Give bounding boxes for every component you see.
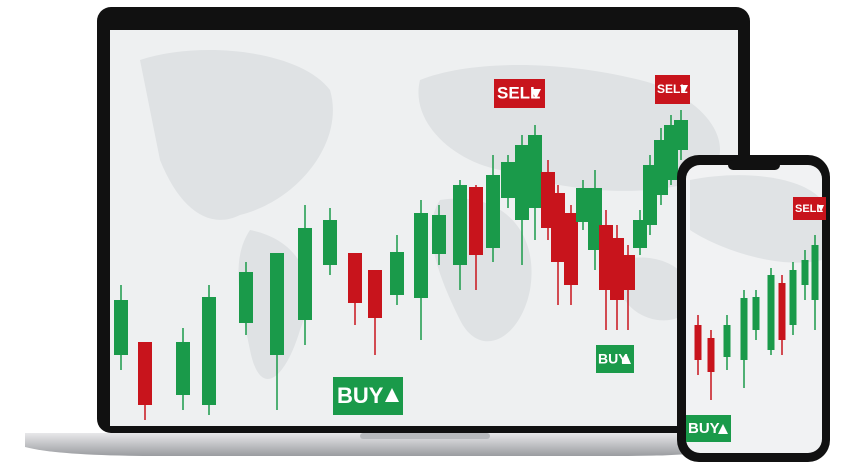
- candle-body: [588, 188, 602, 250]
- candle-body: [633, 220, 647, 248]
- candle-body: [469, 187, 483, 255]
- candle-body: [801, 260, 809, 285]
- candle-body: [528, 135, 542, 208]
- buy-label: BUY: [688, 420, 720, 437]
- candle-body: [767, 275, 775, 350]
- candle-body: [551, 193, 565, 262]
- laptop-base: [25, 433, 760, 456]
- buy-label: BUY: [337, 383, 384, 408]
- candle-body: [432, 215, 446, 254]
- world-map: [690, 175, 822, 263]
- candle-body: [789, 270, 797, 325]
- candle-body: [564, 213, 578, 285]
- candle-body: [610, 238, 624, 300]
- candle-body: [576, 188, 590, 222]
- candle-body: [752, 297, 760, 330]
- candle-body: [515, 145, 529, 220]
- candle-body: [176, 342, 190, 395]
- candle-body: [239, 272, 253, 323]
- candle-body: [740, 298, 748, 360]
- sell-label: SELL: [657, 82, 688, 96]
- sell-label: SELL: [795, 203, 823, 215]
- candle-body: [114, 300, 128, 355]
- candle-body: [323, 220, 337, 265]
- candle-body: [811, 245, 819, 300]
- candle-body: [368, 270, 382, 318]
- candle-body: [723, 325, 731, 357]
- down-arrow: [818, 205, 824, 212]
- candle-body: [486, 175, 500, 248]
- candle-body: [202, 297, 216, 405]
- up-arrow: [718, 424, 728, 434]
- down-arrow: [680, 85, 688, 93]
- laptop-notch: [360, 433, 490, 439]
- candle-body: [348, 253, 362, 303]
- up-arrow: [622, 354, 631, 364]
- candle-body: [694, 325, 702, 360]
- candle-body: [674, 120, 688, 150]
- candle-body: [298, 228, 312, 320]
- candle-body: [453, 185, 467, 265]
- sell-badge: [793, 197, 826, 220]
- candle-body: [707, 338, 715, 372]
- down-arrow: [531, 89, 541, 99]
- candle-body: [390, 252, 404, 295]
- candle-body: [643, 165, 657, 225]
- candle-body: [414, 213, 428, 298]
- candle-body: [778, 283, 786, 340]
- phone-notch: [728, 160, 780, 170]
- candle-body: [501, 162, 515, 198]
- candle-body: [621, 255, 635, 290]
- candle-body: [270, 253, 284, 355]
- up-arrow: [385, 388, 399, 402]
- sell-label: SELL: [497, 83, 540, 102]
- candle-body: [599, 225, 613, 290]
- candle-body: [138, 342, 152, 405]
- buy-label: BUY: [598, 351, 628, 367]
